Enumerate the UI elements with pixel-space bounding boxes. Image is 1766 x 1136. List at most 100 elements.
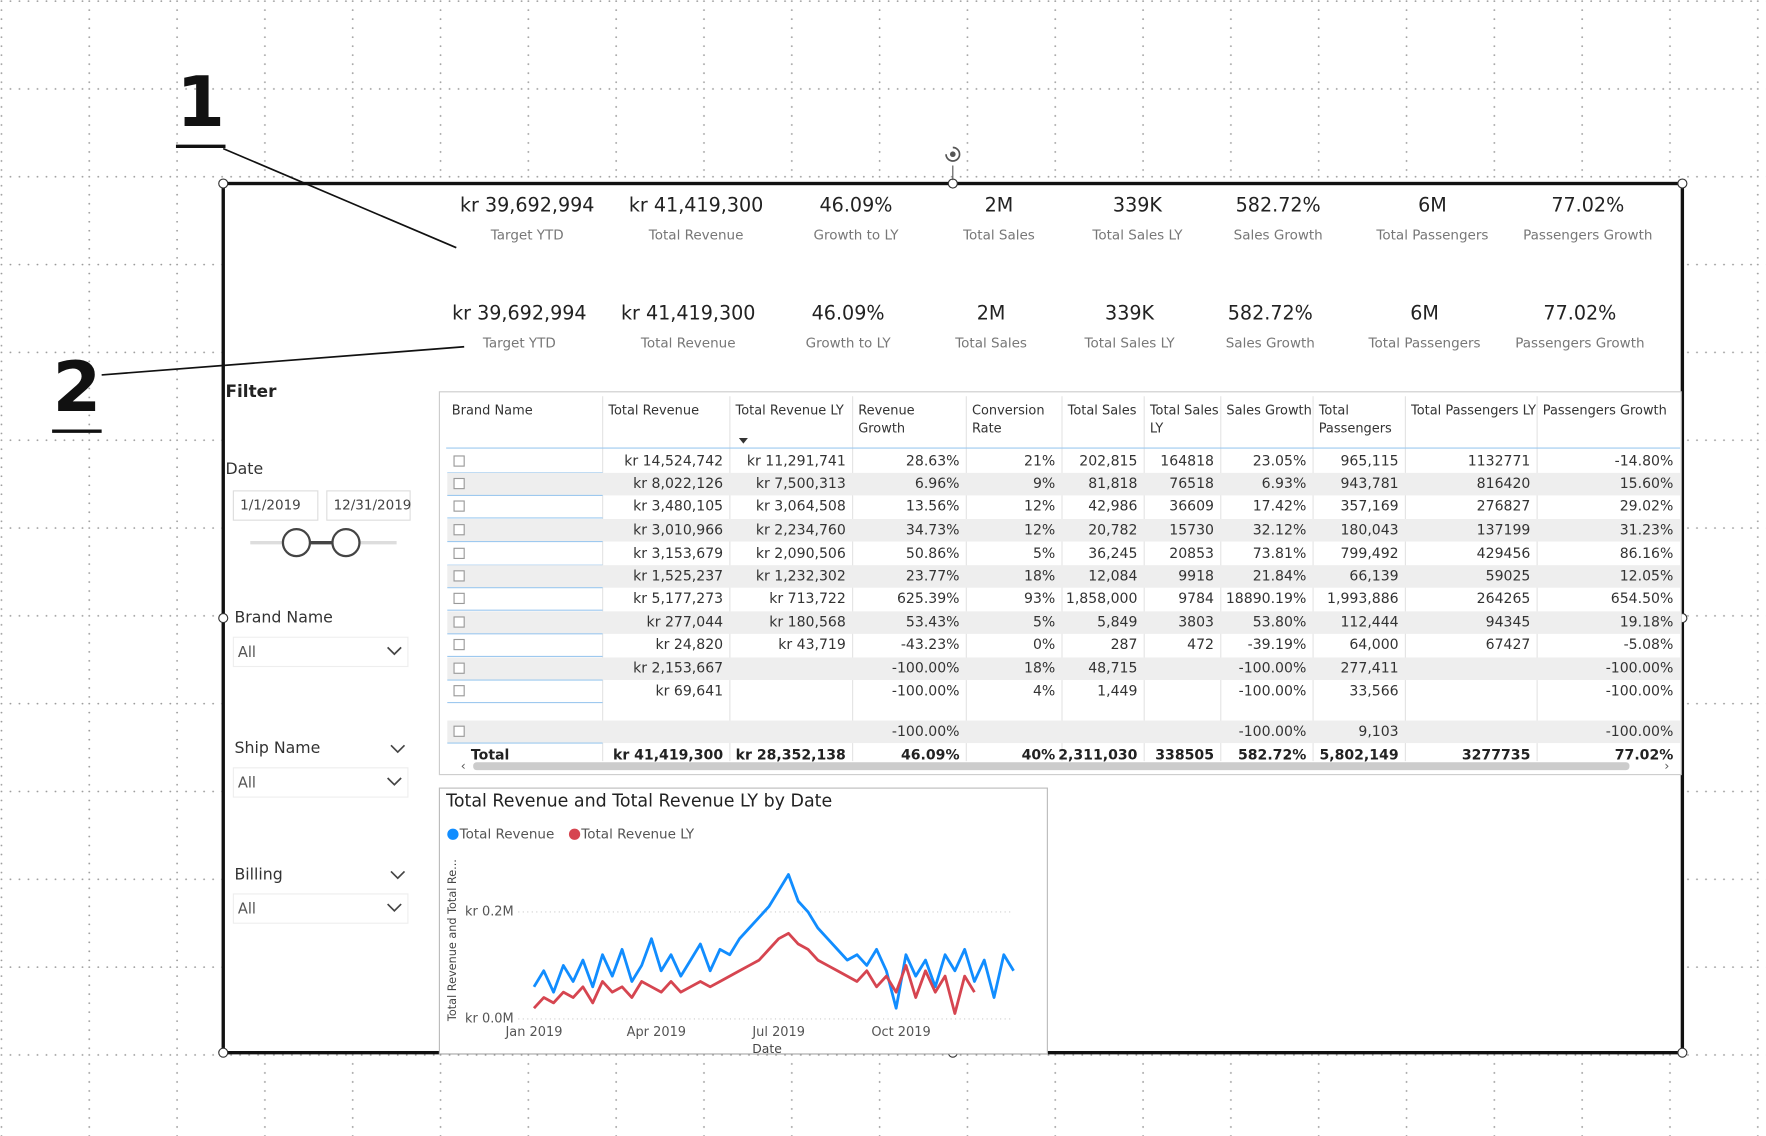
column-header-text[interactable]: Total Sales LY [1149, 401, 1219, 436]
table-cell: kr 43,719 [778, 637, 846, 653]
column-header-text[interactable]: Total Revenue LY [735, 401, 844, 418]
expand-icon[interactable] [453, 662, 465, 674]
expand-icon[interactable] [453, 500, 465, 512]
table-cell: -100.00% [892, 661, 960, 677]
dropdown[interactable] [232, 893, 409, 924]
table-cell: 1,858,000 [1066, 591, 1138, 607]
table-cell: 17.42% [1253, 499, 1307, 515]
kpi-label: Total Sales [954, 335, 1027, 351]
table-cell: 5% [1033, 615, 1055, 631]
chart-visual [438, 787, 1048, 1055]
table-cell: 816420 [1477, 476, 1531, 492]
column-header-text[interactable]: Sales Growth [1226, 401, 1312, 418]
table-cell: 5% [1033, 546, 1055, 562]
expand-icon[interactable] [453, 616, 465, 628]
sort-indicator[interactable] [738, 437, 748, 444]
slider-handle[interactable] [331, 528, 361, 558]
scroll-left[interactable]: ‹ [461, 759, 466, 773]
column-header-text[interactable]: Total Passengers LY [1411, 401, 1536, 418]
dropdown-value: All [238, 775, 256, 792]
x-axis-label: Date [752, 1042, 782, 1056]
column-header-text[interactable]: Brand Name [451, 401, 533, 418]
table-cell: 965,115 [1340, 454, 1398, 470]
table-cell: 34.73% [906, 522, 960, 538]
kpi-value: kr 41,419,300 [629, 194, 764, 217]
table-cell: 42,986 [1088, 499, 1137, 515]
filter-title: Filter [225, 381, 277, 401]
table-cell: 20853 [1169, 546, 1214, 562]
table-cell: 5,849 [1097, 615, 1137, 631]
kpi-label: Total Passengers [1375, 227, 1488, 243]
column-header-text[interactable]: Revenue Growth [858, 401, 915, 436]
table-cell: 59025 [1486, 568, 1531, 584]
table-cell: 18% [1024, 568, 1055, 584]
table-cell: 9% [1033, 476, 1055, 492]
row-band [447, 611, 1681, 634]
total-cell: 338505 [1155, 747, 1214, 763]
expand-icon[interactable] [453, 547, 465, 559]
table-cell: 48,715 [1088, 661, 1137, 677]
table-cell: 76518 [1169, 476, 1214, 492]
table-cell: 1,449 [1097, 683, 1137, 699]
table-cell: 23.05% [1253, 454, 1307, 470]
table-cell: 12% [1024, 522, 1055, 538]
column-header-text[interactable]: Total Passengers [1318, 401, 1392, 436]
table-cell: 29.02% [1620, 499, 1674, 515]
date-input[interactable] [326, 490, 411, 521]
slider-handle[interactable] [281, 528, 312, 558]
total-cell: kr 28,352,138 [736, 747, 846, 763]
kpi-label: Total Revenue [640, 335, 736, 351]
table-cell: 112,444 [1340, 615, 1398, 631]
table-cell: 73.81% [1253, 546, 1307, 562]
table-cell: 53.80% [1253, 615, 1307, 631]
table-cell: 9,103 [1358, 724, 1398, 740]
scroll-right[interactable]: › [1664, 759, 1669, 773]
column-header: Total Passengers [1318, 401, 1392, 436]
column-header-text[interactable]: Conversion Rate [971, 401, 1045, 436]
table-cell: 12.05% [1620, 568, 1674, 584]
total-cell: 2,311,030 [1058, 747, 1137, 763]
expand-icon[interactable] [453, 524, 465, 536]
kpi-value: 582.72% [1228, 302, 1313, 325]
expand-icon[interactable] [453, 685, 465, 697]
callout-line [101, 345, 465, 376]
date-input[interactable] [232, 490, 319, 521]
kpi-label: Growth to LY [813, 227, 899, 243]
expand-icon[interactable] [453, 455, 465, 467]
table-cell: kr 713,722 [769, 591, 846, 607]
table-cell: 287 [1111, 637, 1138, 653]
scrollbar[interactable] [473, 762, 1630, 771]
table-cell: 472 [1187, 637, 1214, 653]
dropdown[interactable] [232, 636, 409, 668]
expand-icon[interactable] [453, 570, 465, 582]
table-cell: 86.16% [1620, 546, 1674, 562]
x-tick-label: Apr 2019 [627, 1025, 686, 1040]
kpi-value: 582.72% [1236, 194, 1321, 217]
x-tick-label: Jan 2019 [504, 1025, 562, 1040]
expand-icon[interactable] [453, 638, 465, 651]
column-header-text[interactable]: Total Sales [1067, 401, 1137, 418]
dropdown[interactable] [232, 767, 409, 798]
column-header-text[interactable]: Passengers Growth [1542, 401, 1667, 418]
table-cell: 202,815 [1079, 454, 1137, 470]
expand-icon[interactable] [453, 477, 465, 490]
slicer-label: Brand Name [235, 608, 333, 627]
kpi-value: 46.09% [820, 194, 893, 217]
expand-icon[interactable] [453, 592, 465, 605]
table-cell: kr 11,291,741 [747, 454, 846, 470]
kpi-value: 77.02% [1543, 302, 1616, 325]
table-cell: kr 7,500,313 [756, 476, 846, 492]
column-header-text[interactable]: Total Revenue [608, 401, 700, 418]
table-cell: 12% [1024, 499, 1055, 515]
table-cell: 67427 [1486, 637, 1531, 653]
expand-icon[interactable] [453, 725, 465, 737]
kpi-label: Sales Growth [1226, 335, 1315, 351]
kpi-label: Total Sales LY [1091, 227, 1183, 243]
table-cell: 28.63% [906, 454, 960, 470]
legend-marker [568, 828, 581, 840]
column-header: Total Sales [1067, 401, 1137, 418]
callout-line [222, 147, 457, 249]
column-header: Total Revenue [608, 401, 700, 418]
total-cell: 77.02% [1615, 747, 1674, 763]
